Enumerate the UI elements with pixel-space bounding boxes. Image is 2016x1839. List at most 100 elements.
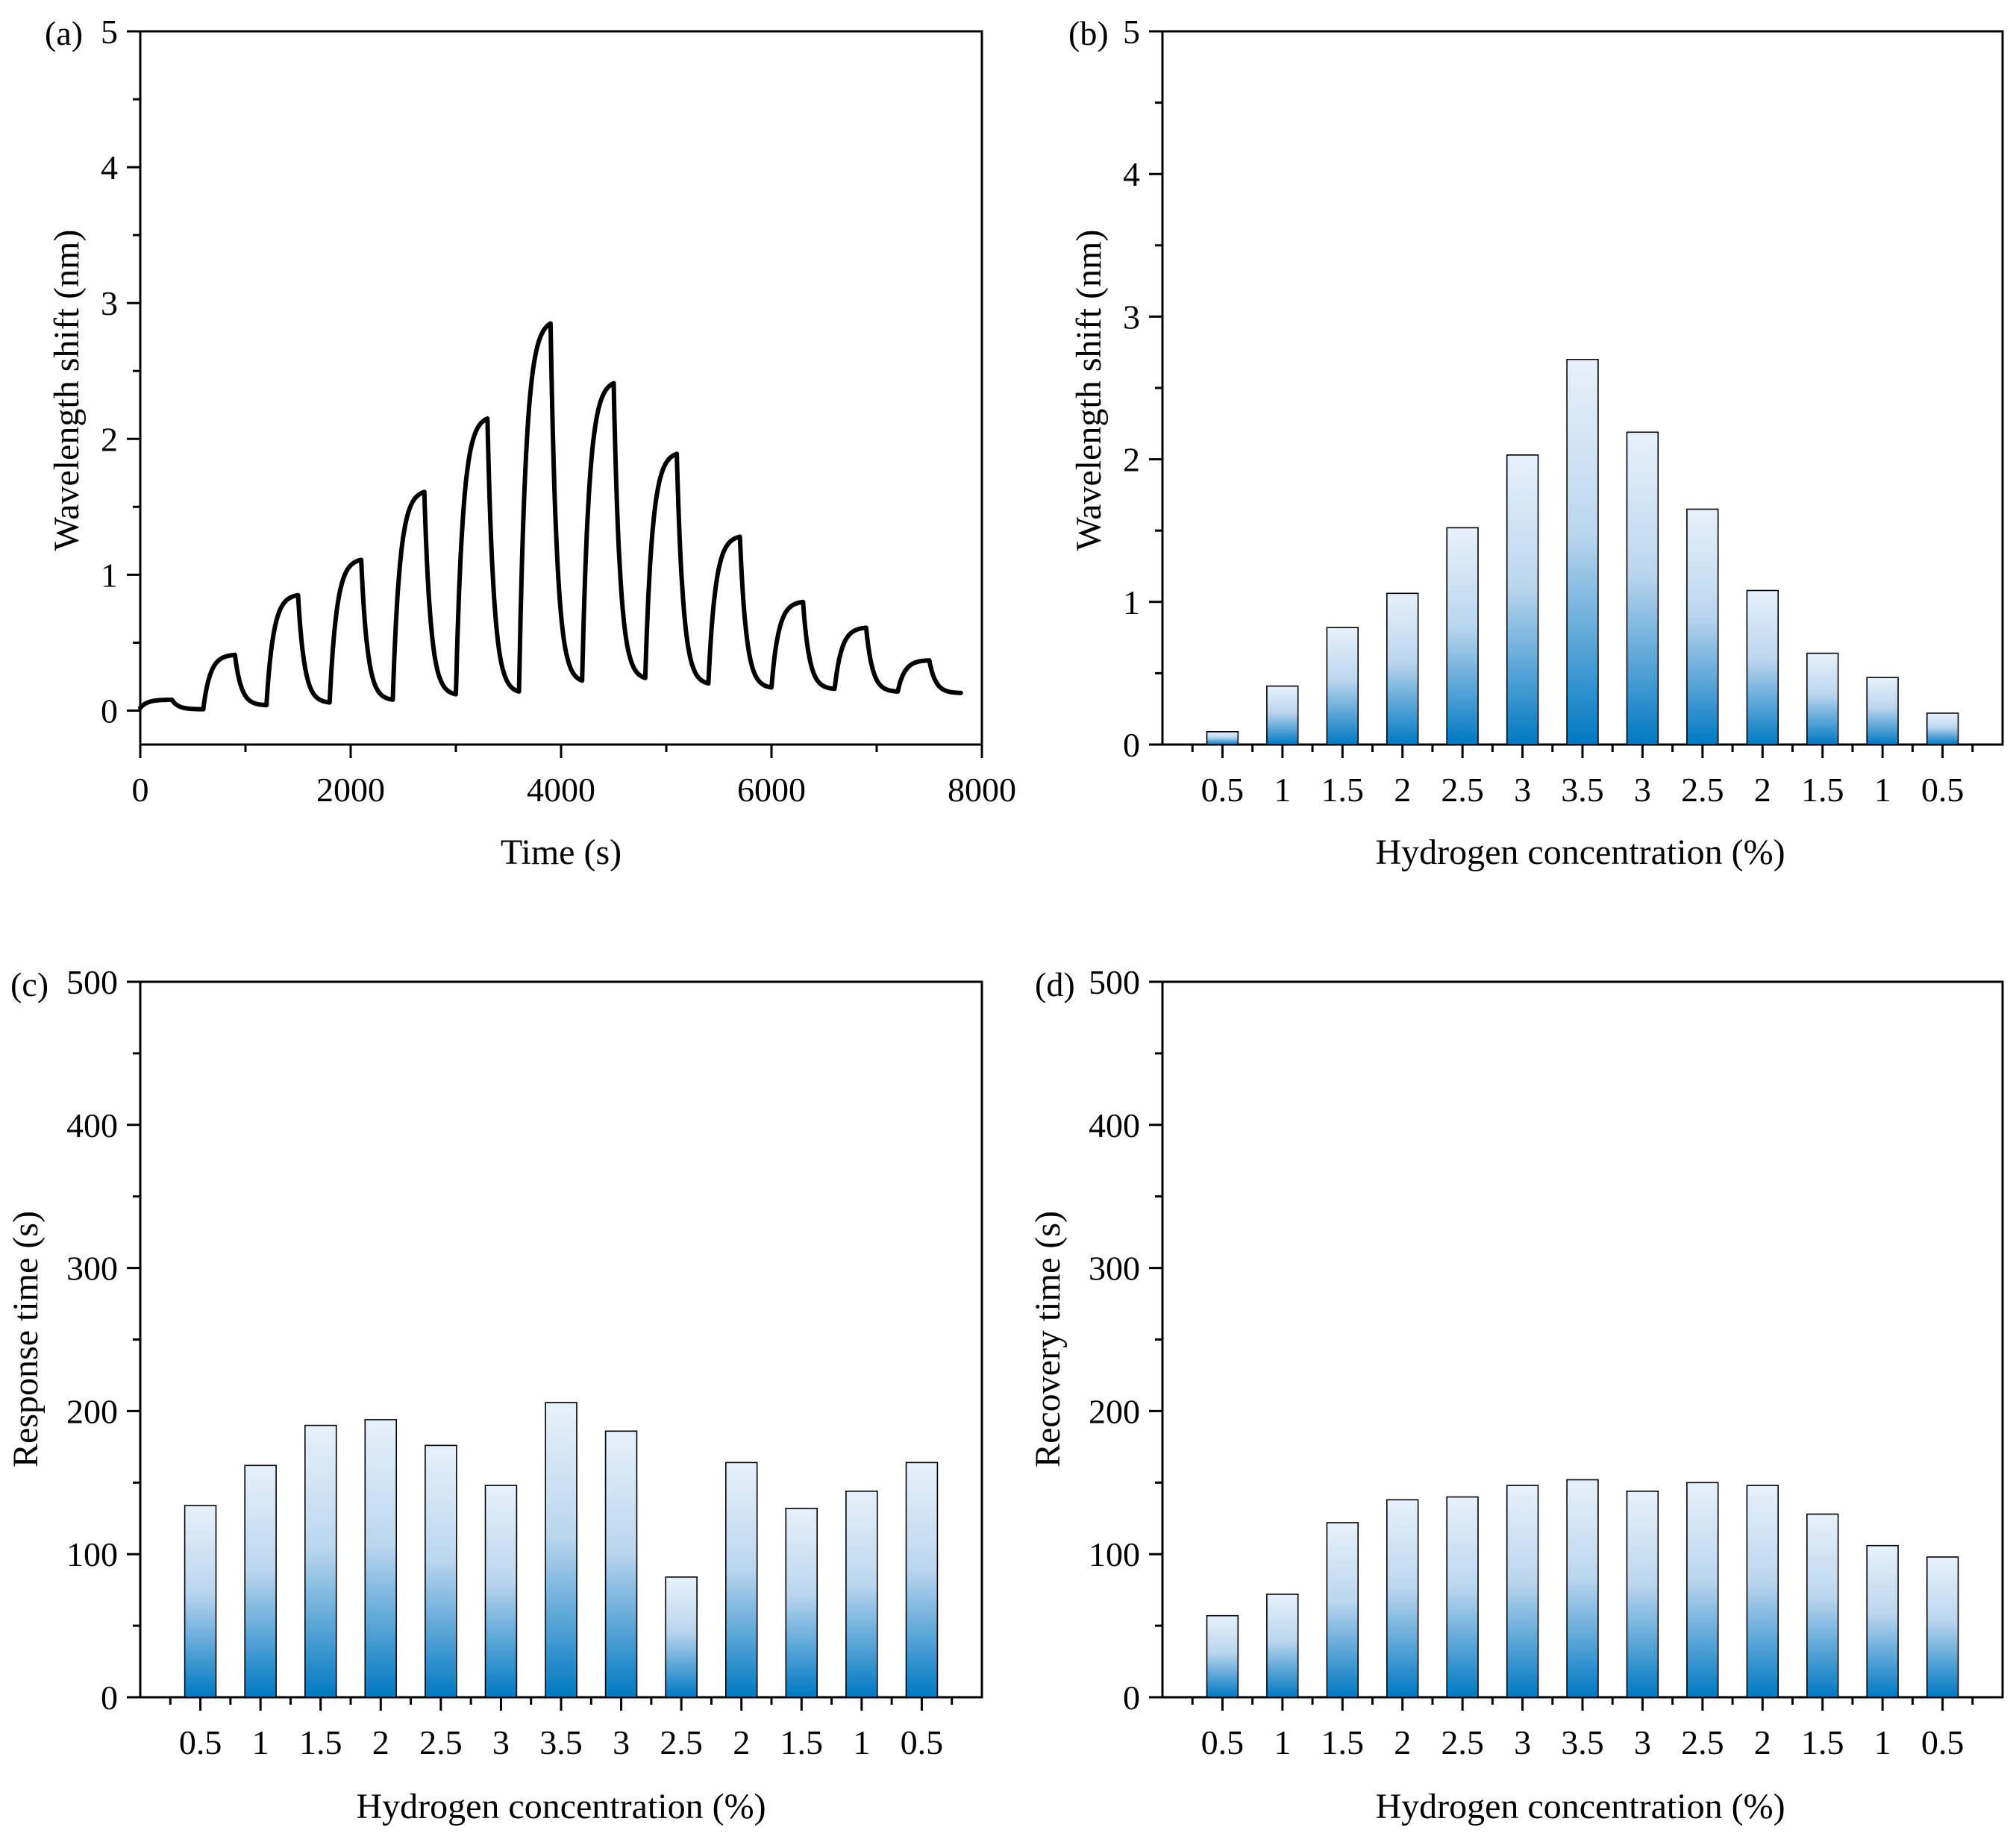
panel-a-label: (a) — [45, 14, 83, 52]
panel-a-frame — [139, 30, 983, 746]
panel-b-x-tick-label: 2 — [1394, 771, 1411, 809]
panel-b-x-tick-label: 3 — [1634, 771, 1651, 809]
panel-a-x-axis-title: Time (s) — [501, 833, 622, 872]
panel-b-bar — [1266, 685, 1299, 745]
panel-c-y-tick-label: 300 — [66, 1250, 118, 1288]
panel-b-x-tick-label: 0.5 — [1921, 771, 1965, 809]
panel-a-y-tick-label: 4 — [101, 148, 118, 187]
panel-b-y-tick-label: 2 — [1123, 441, 1140, 479]
panel-d-bar — [1506, 1485, 1539, 1698]
panel-d-bar — [1566, 1479, 1599, 1698]
panel-d-bar — [1326, 1522, 1359, 1698]
panel-b-x-tick-label: 1 — [1874, 771, 1891, 809]
panel-d-y-tick-label: 100 — [1089, 1535, 1140, 1573]
panel-b-bar — [1506, 454, 1539, 745]
panel-d-label: (d) — [1035, 965, 1075, 1003]
panel-d-x-axis-title: Hydrogen concentration (%) — [1375, 1787, 1785, 1826]
panel-b-bar — [1206, 730, 1239, 745]
panel-d-x-tick-label: 2 — [1394, 1723, 1411, 1761]
panel-b-x-tick-label: 2.5 — [1441, 771, 1484, 809]
panel-b-bar — [1806, 652, 1839, 745]
panel-a-y-tick-label: 5 — [101, 13, 118, 51]
panel-c-bar — [304, 1424, 337, 1698]
panel-c-x-tick-label: 1 — [853, 1723, 870, 1761]
panel-b-x-tick-label: 3.5 — [1561, 771, 1604, 809]
panel-c-x-tick-label: 2 — [372, 1723, 389, 1761]
panel-a-y-tick-label: 1 — [101, 556, 118, 594]
panel-b-y-axis: 0 1 2 3 4 5 — [1123, 13, 1162, 764]
panel-c-y-axis: 0 100 200 300 400 500 — [66, 963, 140, 1717]
panel-d-y-axis-title: Recovery time (s) — [1028, 1211, 1068, 1467]
panel-b-bar — [1386, 592, 1419, 745]
panel-c-x-tick-label: 1.5 — [299, 1723, 342, 1761]
panel-a-x-tick-label: 2000 — [316, 771, 385, 809]
panel-c-bar — [184, 1505, 217, 1698]
panel-d-x-tick-label: 1.5 — [1801, 1723, 1844, 1761]
panel-d-y-tick-label: 300 — [1089, 1250, 1140, 1288]
panel-c-x-tick-label: 2.5 — [419, 1723, 463, 1761]
panel-b-x-tick-label: 2 — [1754, 771, 1771, 809]
panel-b-x-tick-label: 1 — [1274, 771, 1291, 809]
panel-a-x-tick-label: 6000 — [737, 771, 806, 809]
panel-a-y-tick-label: 3 — [101, 284, 118, 322]
panel-d-x-tick-label: 3 — [1634, 1723, 1651, 1761]
panel-b-bar — [1446, 527, 1479, 745]
panel-d-x-tick-label: 2.5 — [1681, 1723, 1724, 1761]
panel-d-y-tick-label: 500 — [1089, 963, 1140, 1001]
panel-c-y-tick-label: 200 — [66, 1392, 118, 1430]
panel-c-label: (c) — [10, 965, 48, 1003]
panel-a-plot-area — [138, 30, 983, 746]
panel-d-y-tick-label: 200 — [1089, 1392, 1140, 1430]
panel-a-x-tick-label: 4000 — [527, 771, 595, 809]
panel-b-x-tick-label: 2.5 — [1681, 771, 1724, 809]
panel-d-bar — [1266, 1594, 1299, 1698]
panel-b-bar — [1866, 677, 1899, 745]
panel-c-x-tick-label: 1 — [252, 1723, 269, 1761]
panel-b-bar — [1686, 508, 1719, 745]
panel-d-y-axis: 0 100 200 300 400 500 — [1089, 963, 1162, 1717]
panel-b-x-tick-label: 3 — [1514, 771, 1531, 809]
panel-c-y-tick-label: 500 — [66, 963, 118, 1001]
panel-c-bar — [905, 1462, 939, 1698]
panel-a-y-axis-title: Wavelength shift (nm) — [47, 230, 87, 551]
panel-d-bar — [1206, 1614, 1239, 1698]
panel-c-x-tick-label: 3.5 — [539, 1723, 583, 1761]
panel-c-x-tick-label: 0.5 — [901, 1723, 944, 1761]
panel-d-bar — [1446, 1496, 1479, 1698]
panel-d-x-axis: 0.5 1 1.5 2 2.5 3 3.5 3 2.5 2 1.5 1 0.5 — [1191, 1697, 1974, 1761]
panel-b-y-tick-label: 4 — [1123, 155, 1140, 193]
panel-d-x-tick-label: 1 — [1274, 1723, 1291, 1761]
panel-b-bar-chart: (b) 0 1 2 3 4 5 0.5 1 1.5 2 2.5 3 3.5 3 2.5 2 1.5 1 0.5 H… — [1068, 13, 2004, 872]
panel-d-y-tick-label: 0 — [1123, 1679, 1140, 1717]
panel-c-bar — [785, 1508, 818, 1698]
panel-c-x-tick-label: 3 — [492, 1723, 510, 1761]
panel-c-x-axis-title: Hydrogen concentration (%) — [356, 1787, 766, 1826]
panel-b-x-tick-label: 0.5 — [1201, 771, 1245, 809]
panel-d-bar — [1686, 1482, 1719, 1698]
panel-c-bar — [545, 1402, 577, 1698]
panel-c-y-tick-label: 0 — [101, 1679, 118, 1717]
panel-b-y-tick-label: 0 — [1123, 726, 1140, 764]
panel-d-x-tick-label: 1.5 — [1321, 1723, 1365, 1761]
panel-c-x-axis: 0.5 1 1.5 2 2.5 3 3.5 3 2.5 2 1.5 1 0.5 — [169, 1697, 954, 1761]
panel-b-y-tick-label: 1 — [1123, 583, 1140, 621]
panel-b-bar — [1746, 589, 1779, 745]
panel-c-bar — [425, 1444, 457, 1698]
panel-d-x-tick-label: 2 — [1754, 1723, 1771, 1761]
panel-a-y-tick-label: 0 — [101, 692, 118, 730]
panel-d-y-tick-label: 400 — [1089, 1106, 1140, 1144]
panel-b-x-tick-label: 1.5 — [1801, 771, 1844, 809]
panel-c-plot-area — [139, 980, 983, 1699]
panel-a-x-tick-label: 8000 — [948, 771, 1016, 809]
panel-d-bar — [1626, 1491, 1659, 1698]
panel-c-y-tick-label: 400 — [66, 1106, 118, 1144]
panel-c-y-axis-title: Response time (s) — [6, 1211, 46, 1467]
panel-d-bar-chart: (d) 0 100 200 300 400 500 0.5 1 1.5 2 2.5 3 3.5 3 2.5… — [1028, 963, 2004, 1826]
panel-c-bar — [665, 1576, 698, 1698]
panel-c-bar — [484, 1485, 518, 1698]
panel-d-x-tick-label: 3.5 — [1561, 1723, 1604, 1761]
panel-d-plot-area — [1161, 980, 2004, 1699]
panel-d-x-tick-label: 3 — [1514, 1723, 1531, 1761]
panel-b-bar — [1566, 358, 1599, 745]
panel-a-y-axis: 0 1 2 3 4 5 — [101, 13, 140, 730]
